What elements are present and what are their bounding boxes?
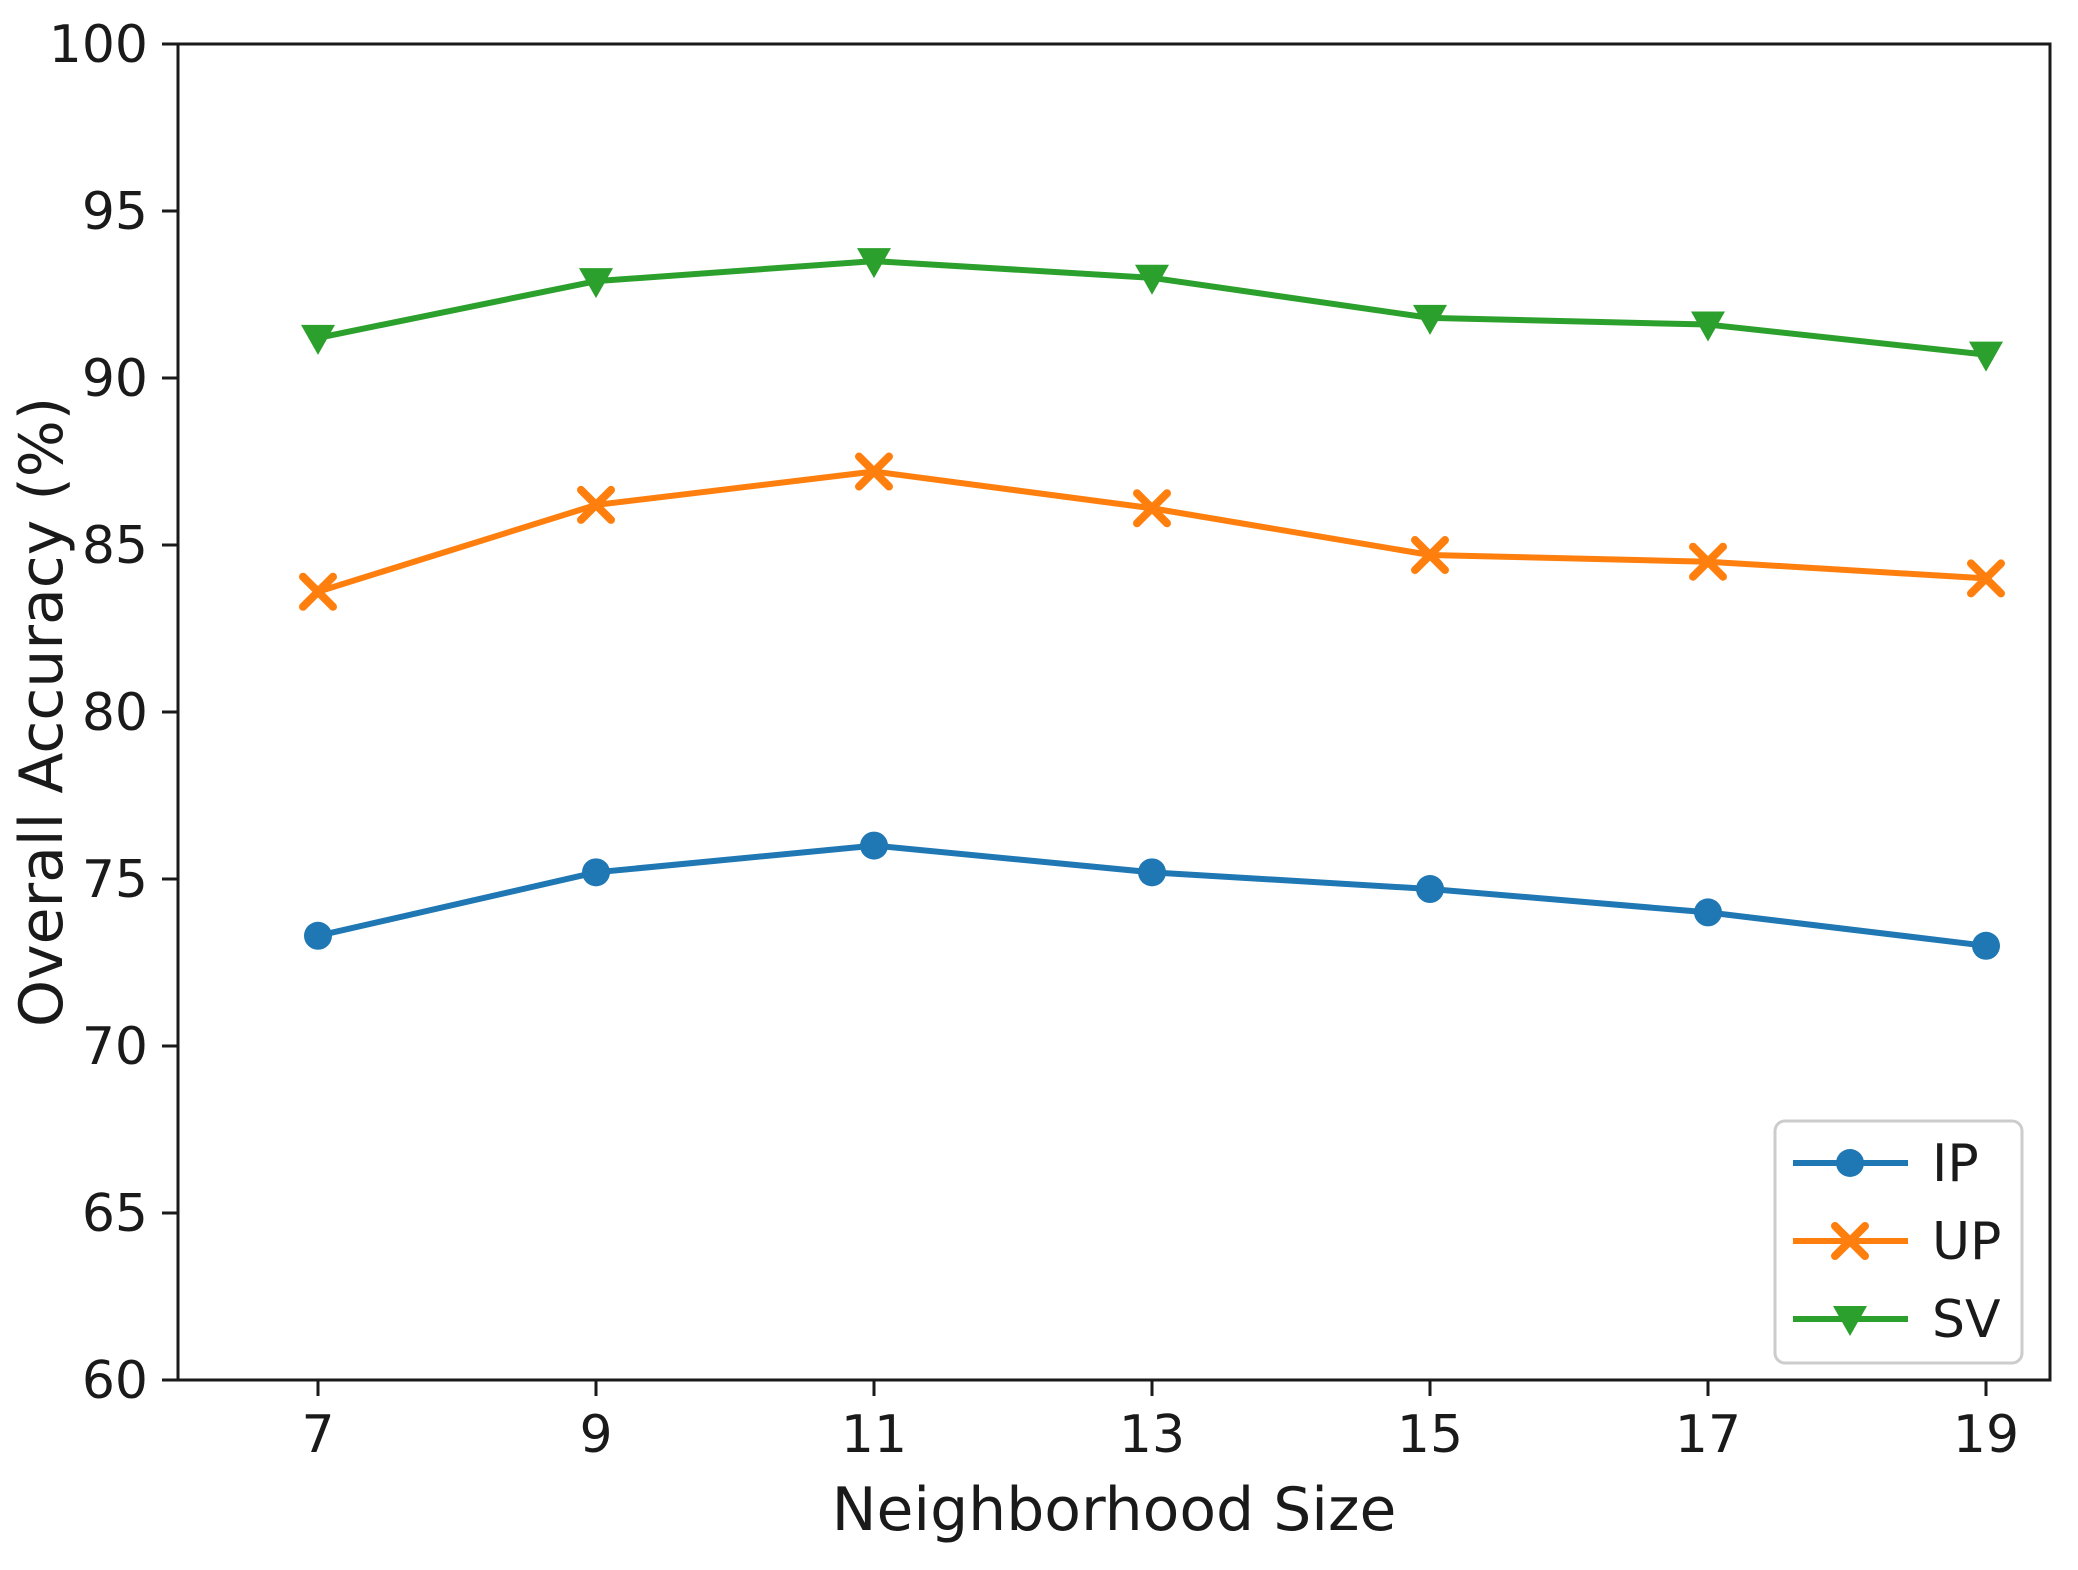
y-axis-label: Overall Accuracy (%)	[7, 397, 77, 1027]
marker-SV	[579, 268, 613, 299]
marker-SV	[1413, 304, 1447, 335]
y-tick-label: 60	[82, 1351, 148, 1411]
marker-IP	[860, 831, 888, 860]
x-tick-label: 15	[1397, 1405, 1463, 1465]
series-line-UP	[317, 468, 1987, 595]
y-tick-label: 90	[82, 349, 148, 409]
marker-UP	[855, 452, 893, 491]
marker-IP	[1694, 898, 1722, 927]
marker-SV	[1969, 341, 2003, 372]
y-tick-label: 65	[82, 1184, 148, 1244]
x-tick-label: 9	[579, 1405, 612, 1465]
x-tick-label: 19	[1953, 1405, 2019, 1465]
legend-sample-marker	[1836, 1149, 1864, 1177]
plot-area	[176, 42, 2052, 1382]
marker-SV	[301, 324, 335, 355]
series-layer	[299, 248, 2005, 960]
legend-label: IP	[1932, 1134, 1979, 1194]
x-axis-label: Neighborhood Size	[832, 1475, 1397, 1545]
legend-label: SV	[1932, 1290, 2001, 1350]
series-IP	[304, 831, 2000, 960]
y-tick-label: 80	[82, 683, 148, 743]
legend: IP UP SV	[1773, 1119, 2024, 1365]
legend-entry-IP: IP	[1793, 1134, 1979, 1194]
x-tick-label: 17	[1675, 1405, 1741, 1465]
marker-UP	[577, 485, 615, 524]
marker-UP	[1133, 489, 1171, 528]
x-tick-label: 7	[301, 1405, 334, 1465]
y-tick-label: 85	[82, 516, 148, 576]
marker-IP	[1138, 858, 1166, 887]
y-tick-label: 95	[82, 182, 148, 242]
legend-sample-marker	[1833, 1306, 1867, 1336]
marker-UP	[299, 572, 337, 611]
marker-UP	[1967, 559, 2005, 598]
series-SV	[301, 248, 2003, 372]
series-UP	[299, 452, 2005, 611]
x-tick-label: 13	[1119, 1405, 1185, 1465]
legend-label: UP	[1932, 1212, 2001, 1272]
legend-sample-marker	[1831, 1222, 1869, 1260]
y-tick-label: 75	[82, 850, 148, 910]
axes-layer: 60 65 70 75 80 85 90 95 100 7 9 11 13 15 17 19	[49, 15, 2052, 1465]
x-tick-label: 11	[841, 1405, 907, 1465]
marker-SV	[1135, 264, 1169, 295]
marker-SV	[1691, 311, 1725, 342]
marker-IP	[1972, 931, 2000, 960]
marker-IP	[1416, 875, 1444, 904]
marker-UP	[1411, 536, 1449, 575]
marker-SV	[857, 248, 891, 279]
y-tick-label: 70	[82, 1017, 148, 1077]
y-tick-label: 100	[49, 15, 148, 75]
legend-entry-UP: UP	[1793, 1212, 2001, 1272]
legend-entry-SV: SV	[1793, 1290, 2001, 1350]
marker-UP	[1689, 542, 1727, 581]
marker-IP	[304, 921, 332, 950]
marker-IP	[582, 858, 610, 887]
